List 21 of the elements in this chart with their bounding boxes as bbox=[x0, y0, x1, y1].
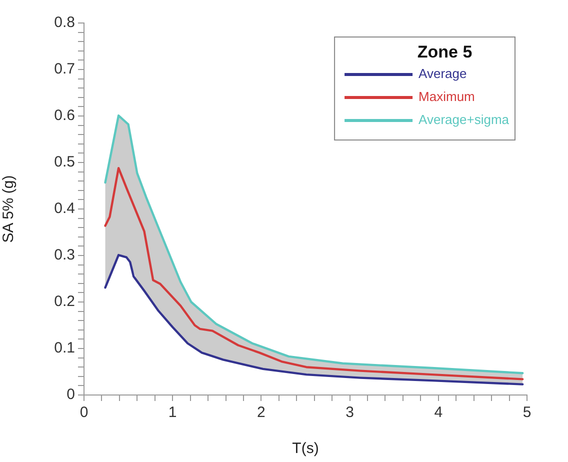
text: Average bbox=[418, 66, 467, 82]
y-tick-label: 0 bbox=[66, 386, 75, 404]
y-tick-label: 0.8 bbox=[54, 14, 75, 32]
x-tick-label: 5 bbox=[522, 404, 532, 422]
y-tick-label: 0.6 bbox=[54, 107, 75, 124]
x-axis-title: T(s) bbox=[292, 440, 319, 458]
y-tick-label: 0.1 bbox=[54, 340, 75, 357]
y-tick-label: 0.2 bbox=[54, 293, 75, 310]
x-tick-label: 1 bbox=[168, 404, 177, 422]
y-tick-label: 0.5 bbox=[54, 154, 75, 171]
x-tick-label: 2 bbox=[257, 404, 266, 422]
legend-title: Zone 5 bbox=[417, 42, 472, 62]
x-tick-label: 4 bbox=[434, 404, 443, 422]
x-tick-label: 3 bbox=[346, 404, 354, 422]
y-tick-label: 0.4 bbox=[54, 200, 75, 218]
text: Average+sigma bbox=[418, 112, 510, 128]
x-tick-label: 0 bbox=[80, 404, 88, 422]
text: Maximum bbox=[418, 89, 475, 104]
y-tick-label: 0.3 bbox=[54, 246, 75, 264]
y-tick-label: 0.7 bbox=[54, 60, 75, 78]
y-axis-title: SA 5% (g) bbox=[0, 175, 18, 243]
